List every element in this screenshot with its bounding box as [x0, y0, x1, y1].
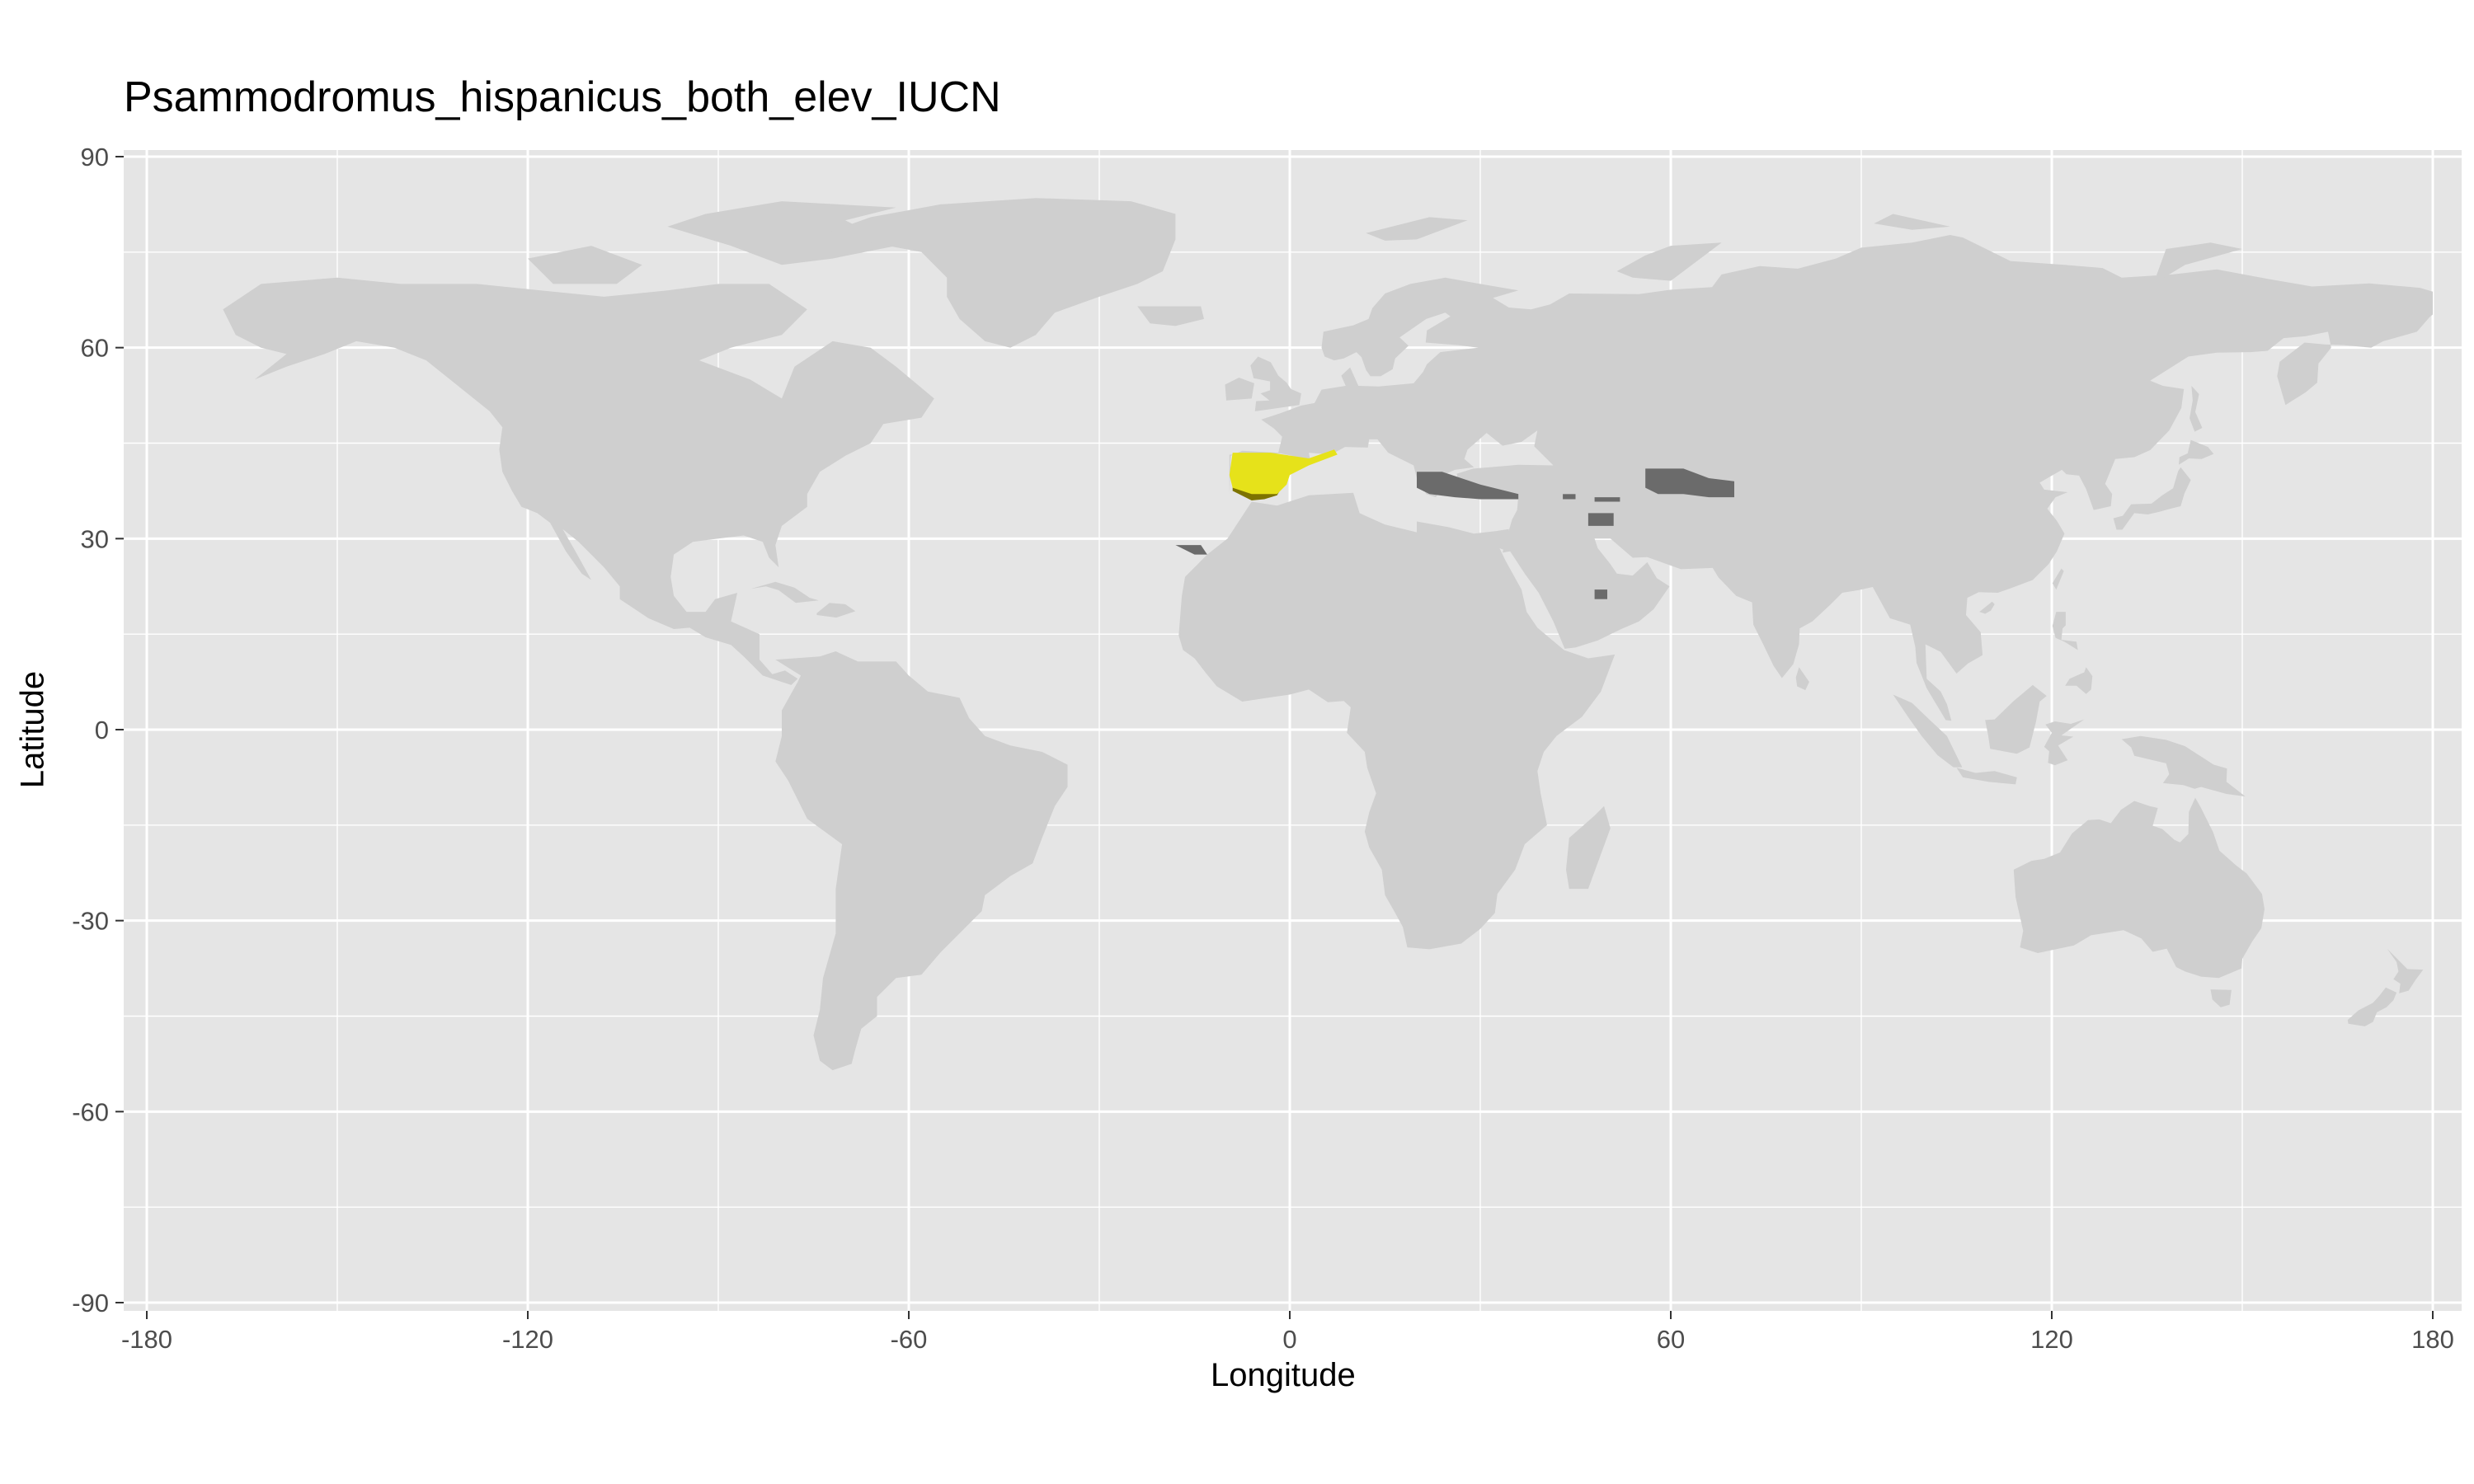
land-mass [667, 201, 896, 265]
land-layer [223, 198, 2433, 1071]
land-mass [1178, 492, 1616, 950]
land-mass [1250, 356, 1301, 411]
land-mass [223, 277, 934, 685]
x-tick-label: -60 [891, 1325, 928, 1354]
chart-title: Psammodromus_hispanicus_both_elev_IUCN [124, 73, 1001, 121]
land-mass [2113, 467, 2191, 530]
land-mass [1225, 378, 1254, 401]
land-mass [2387, 948, 2424, 993]
land-mass [1566, 805, 1611, 890]
land-mass [2013, 797, 2265, 979]
y-tick-label: -30 [72, 907, 109, 936]
land-mass [2347, 987, 2397, 1026]
gray-range-area [1417, 472, 1519, 500]
land-mass [1893, 694, 1963, 768]
y-tick-label: 30 [81, 524, 109, 553]
yellow-range-layer [1229, 449, 1338, 495]
land-mass [775, 651, 1068, 1071]
land-mass [2121, 735, 2246, 797]
land-mass [2189, 386, 2203, 432]
gray-range-layer [1175, 468, 1734, 599]
y-tick-label: 0 [95, 716, 109, 744]
land-mass [1616, 242, 1722, 281]
y-axis-title: Latitude [14, 670, 51, 789]
land-mass [2044, 719, 2085, 766]
y-tick-label: -90 [72, 1289, 109, 1317]
land-mass [2065, 667, 2093, 694]
land-mass [1137, 306, 1204, 326]
yellow-range-area [1229, 449, 1338, 495]
x-tick-label: -120 [502, 1325, 553, 1354]
y-tick-label: -60 [72, 1097, 109, 1126]
x-tick-label: 60 [1657, 1325, 1685, 1354]
x-tick-label: 0 [1282, 1325, 1296, 1354]
land-mass [1979, 601, 1995, 614]
x-tick-label: 120 [2030, 1325, 2073, 1354]
land-mass [1985, 684, 2047, 754]
land-mass [2210, 989, 2232, 1007]
gray-range-area [1587, 513, 1614, 526]
land-mass [825, 198, 1176, 348]
gray-range-area [1594, 497, 1620, 502]
land-mass [1956, 768, 2017, 785]
land-mass [2179, 439, 2214, 465]
gray-range-area [1175, 545, 1207, 555]
land-mass [528, 246, 642, 284]
land-mass [1795, 667, 1809, 691]
gray-range-area [1563, 494, 1576, 500]
land-mass [816, 603, 856, 618]
x-axis: -180 -120 -60 0 60 120 180 [121, 1311, 2454, 1354]
y-axis: -90 -60 -30 0 30 60 90 [72, 143, 124, 1317]
land-mass [2052, 612, 2078, 650]
land-mass [750, 581, 819, 603]
x-axis-title: Longitude [1211, 1357, 1356, 1393]
land-mass [2153, 242, 2242, 284]
land-mass [2052, 568, 2064, 590]
land-mass [1874, 214, 1950, 230]
x-tick-label: 180 [2411, 1325, 2454, 1354]
x-tick-label: -180 [121, 1325, 172, 1354]
gray-range-area [1645, 468, 1734, 498]
y-tick-label: 60 [81, 334, 109, 363]
land-mass [1229, 235, 2433, 721]
y-tick-label: 90 [81, 143, 109, 171]
gray-range-area [1594, 589, 1607, 599]
land-mass [1366, 217, 1468, 241]
